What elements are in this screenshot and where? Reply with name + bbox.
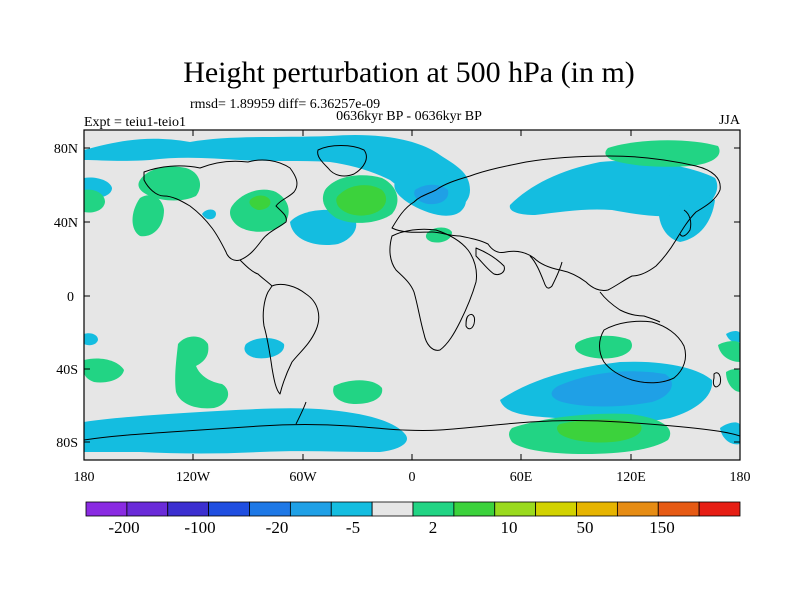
southern-ocean-negative-band (84, 408, 408, 454)
south-atlantic-negative-region (244, 338, 285, 359)
north-atlantic-core (336, 185, 387, 216)
colorbar-swatch (289, 501, 332, 517)
map-frame (83, 129, 741, 461)
colorbar-swatch (85, 501, 128, 517)
southeast-pacific-edge-positive (726, 369, 740, 392)
colorbar-label: -5 (346, 518, 360, 537)
coast-africa (389, 228, 477, 351)
coast-eurasia (391, 155, 721, 291)
colorbar-swatch (576, 501, 618, 517)
colorbar-swatch (698, 501, 741, 517)
coast-japan (679, 209, 692, 237)
colorbar-swatch (453, 501, 496, 517)
south-indian-core (551, 371, 672, 407)
lon-tick-label: 120W (176, 470, 211, 485)
coast-antarctica (84, 420, 740, 441)
pacific-positive-lobe (132, 195, 164, 237)
north-america-positive (230, 189, 289, 232)
period-line: 0636kyr BP - 0636kyr BP (336, 109, 482, 124)
colorbar-label: 2 (429, 518, 438, 537)
coast-new-zealand (713, 372, 721, 388)
coast-arabia (475, 247, 505, 275)
east-pacific-edge-positive (718, 341, 740, 362)
coast-antarctic-peninsula (295, 401, 307, 425)
coast-south-america (262, 283, 320, 395)
coast-north-america (143, 159, 298, 261)
lon-tick-label: 180 (730, 470, 751, 485)
colorbar-swatch (494, 501, 537, 517)
experiment-label: Expt = teiu1-teio1 (84, 115, 186, 130)
south-pacific-edge-negative (726, 331, 740, 343)
lon-tick-label: 0 (409, 470, 416, 485)
colorbar-labels: -200 -100 -20 -5 2 10 50 150 (108, 518, 674, 537)
colorbar-swatch (616, 501, 659, 517)
equatorial-pacific-positive (175, 336, 229, 409)
season-label: JJA (719, 113, 741, 128)
stats-line: rmsd= 1.89959 diff= 6.36257e-09 (190, 97, 380, 112)
arctic-asia-positive (605, 140, 720, 167)
colorbar-label: 10 (501, 518, 518, 537)
colorbar-swatch (167, 501, 210, 517)
antarctic-core (557, 419, 642, 443)
coast-central-america (239, 259, 273, 287)
colorbar-swatch (657, 501, 700, 517)
tick-marks (84, 130, 740, 460)
colorbar-swatch (412, 501, 455, 517)
negative-anomaly-regions (84, 134, 740, 454)
colorbar-swatch (330, 501, 373, 517)
colorbar-swatch (371, 501, 414, 517)
japan-negative-region (658, 193, 715, 242)
west-pacific-edge-negative (84, 333, 98, 346)
strong-negative-regions (414, 184, 672, 407)
latitude-axis: 80N 40N 0 40S 80S (54, 142, 78, 451)
coastlines (84, 145, 740, 441)
colorbar-swatch (535, 501, 577, 517)
indian-ocean-positive (574, 335, 632, 359)
lat-tick-label: 0 (67, 290, 74, 305)
coast-madagascar (465, 313, 475, 330)
west-pacific-edge-positive (84, 189, 105, 213)
south-pacific-edge-positive (84, 358, 124, 383)
coast-india (529, 255, 563, 289)
colorbar-swatch (249, 501, 291, 517)
map-panel (84, 130, 740, 460)
lat-tick-label: 80N (54, 142, 78, 157)
colorbar-swatch (126, 501, 169, 517)
longitude-axis: 180 120W 60W 0 60E 120E 180 (74, 470, 751, 485)
lon-tick-label: 60W (289, 470, 317, 485)
colorbar-label: 150 (649, 518, 675, 537)
lon-tick-label: 60E (510, 470, 533, 485)
lon-tick-label: 180 (74, 470, 95, 485)
colorbar-label: -200 (108, 518, 139, 537)
coast-australia (599, 320, 687, 384)
lat-tick-label: 40N (54, 216, 78, 231)
coast-southeast-asia (599, 291, 661, 323)
lat-tick-label: 40S (56, 363, 78, 378)
europe-core (414, 184, 449, 205)
coast-greenland (317, 145, 367, 177)
colorbar-label: 50 (577, 518, 594, 537)
strong-positive-regions (249, 185, 642, 443)
mediterranean-positive (425, 227, 452, 243)
colorbar (85, 501, 741, 517)
arctic-negative-region (84, 134, 470, 212)
colorbar-label: -20 (266, 518, 289, 537)
north-america-core (249, 195, 271, 210)
south-atlantic-positive (333, 380, 383, 404)
lon-tick-label: 120E (616, 470, 646, 485)
colorbar-label: -100 (184, 518, 215, 537)
colorbar-swatch (208, 501, 250, 517)
figure-title: Height perturbation at 500 hPa (in m) (183, 56, 635, 89)
small-pacific-blob (202, 209, 216, 220)
lat-tick-label: 80S (56, 436, 78, 451)
